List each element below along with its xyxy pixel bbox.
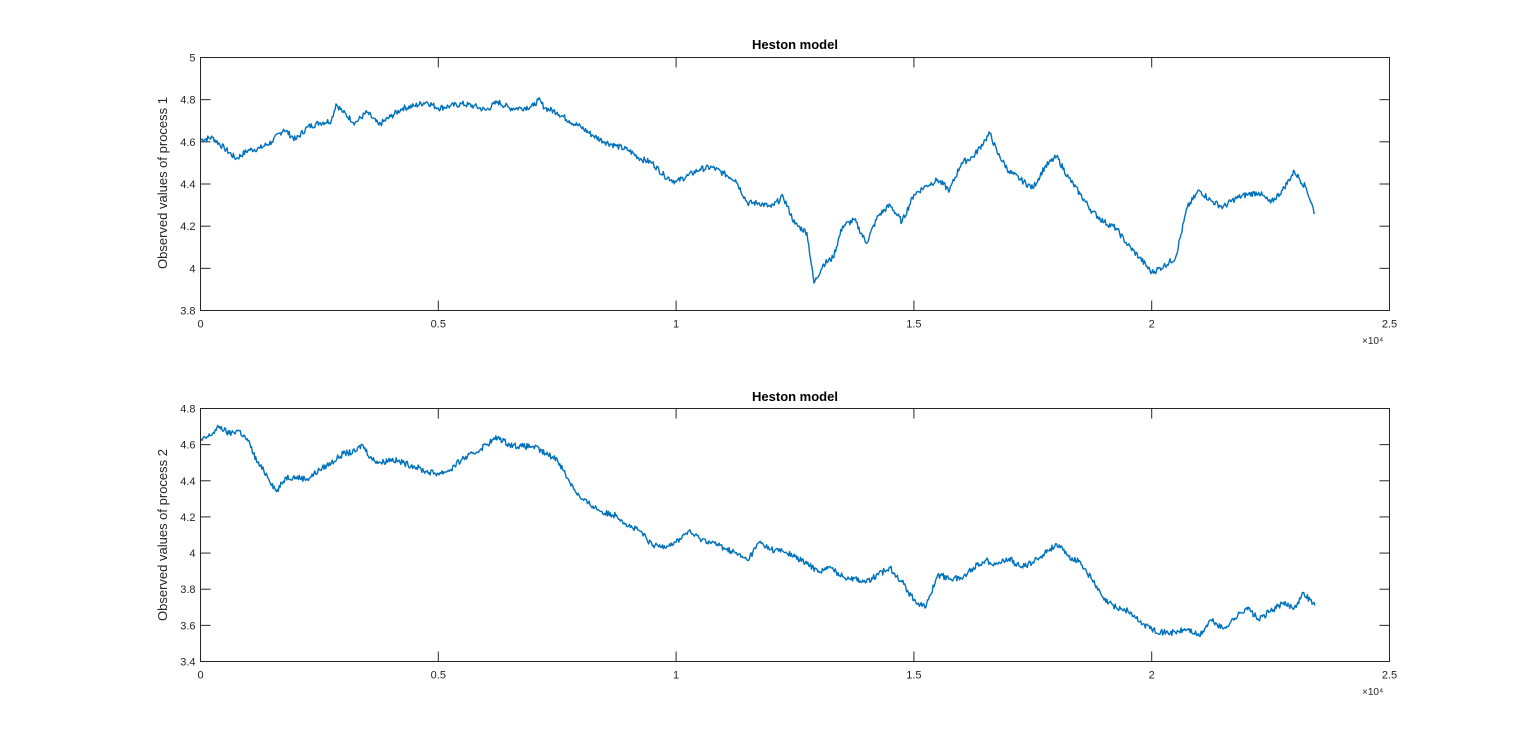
y-tick-label: 4.2 (180, 512, 195, 524)
axes-frame (200, 408, 1390, 662)
axes-frame (200, 57, 1390, 311)
y-tick-label: 3.8 (180, 584, 195, 596)
y-tick-label: 4 (189, 263, 195, 275)
y-tick-label: 4.4 (180, 476, 195, 488)
y-axis-label: Observed values of process 2 (155, 449, 170, 621)
y-tick-label: 4.6 (180, 440, 195, 452)
x-exponent-label: ×10⁴ (1362, 687, 1383, 698)
y-tick-label: 5 (189, 53, 195, 65)
x-exponent-label: ×10⁴ (1362, 336, 1383, 347)
y-tick-label: 4.2 (180, 221, 195, 233)
x-tick-label: 2 (1149, 319, 1155, 331)
x-tick-label: 0.5 (431, 670, 446, 682)
y-tick-label: 4 (189, 548, 195, 560)
y-tick-label: 3.6 (180, 620, 195, 632)
chart-title: Heston model (752, 389, 838, 404)
data-line-process-1 (200, 96, 1315, 284)
x-tick-label: 2 (1149, 670, 1155, 682)
y-tick-label: 4.8 (180, 404, 195, 416)
x-tick-label: 1.5 (906, 670, 921, 682)
y-tick-label: 4.4 (180, 179, 195, 191)
chart-title: Heston model (752, 37, 838, 52)
y-tick-label: 4.6 (180, 137, 195, 149)
axes-process-2: Heston model Observed values of process … (155, 389, 1397, 698)
x-tick-label: 0 (197, 670, 203, 682)
y-tick-label: 4.8 (180, 95, 195, 107)
x-tick-label: 2.5 (1382, 319, 1397, 331)
x-tick-label: 2.5 (1382, 670, 1397, 682)
axis-ticks: 0 0.5 1 1.5 2 2.5 3.4 3.6 3.8 4 4.2 4.4 4.6 4.8 (180, 404, 1397, 682)
y-axis-label: Observed values of process 1 (155, 97, 170, 269)
x-tick-label: 1 (673, 319, 679, 331)
x-tick-label: 0 (197, 319, 203, 331)
x-tick-label: 1 (673, 670, 679, 682)
x-tick-label: 0.5 (431, 319, 446, 331)
axes-process-1: Heston model Observed values of process … (155, 37, 1397, 347)
y-tick-label: 3.4 (180, 657, 195, 669)
x-tick-label: 1.5 (906, 319, 921, 331)
data-line-process-2 (200, 424, 1316, 637)
y-tick-label: 3.8 (180, 306, 195, 318)
